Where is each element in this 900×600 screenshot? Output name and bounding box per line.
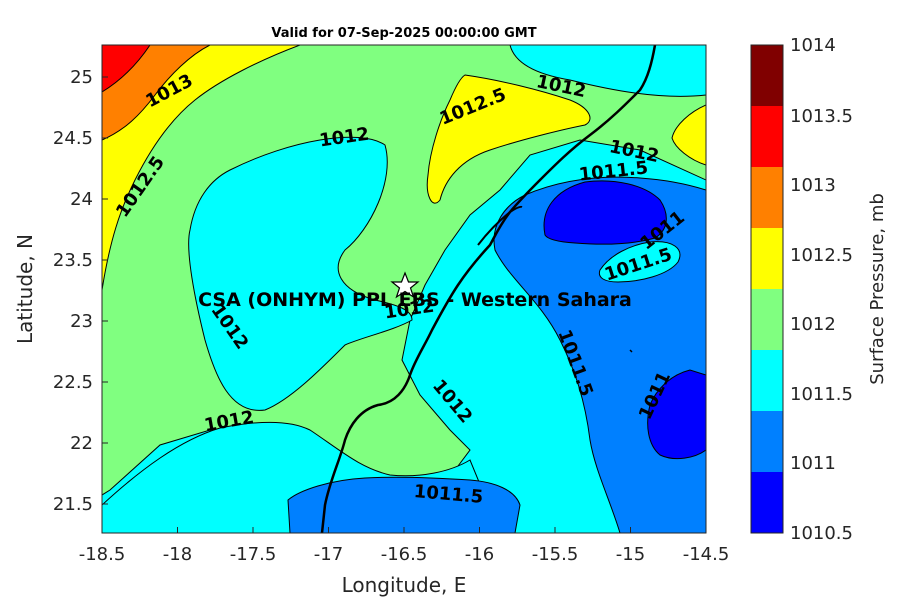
colorbar-swatch <box>751 167 783 228</box>
y-tick-label: 22 <box>70 433 93 454</box>
y-tick-label: 24.5 <box>53 128 93 149</box>
y-tick-label: 23.5 <box>53 250 93 271</box>
x-tick-label: -14.5 <box>683 544 730 565</box>
colorbar-swatch <box>751 45 783 106</box>
coastline <box>320 45 657 533</box>
band-1011.5-1012-west <box>188 136 413 411</box>
star-icon <box>390 271 420 299</box>
colorbar-swatch <box>751 472 783 533</box>
y-tick-label: 23 <box>70 311 93 332</box>
band-1012.5-1013-northwest <box>102 45 301 291</box>
x-axis-label: Longitude, E <box>342 573 467 597</box>
x-tick-label: -15.5 <box>532 544 579 565</box>
x-tick-label: -17 <box>314 544 343 565</box>
band-1013.5-1014 <box>102 45 151 93</box>
colorbar-swatch <box>751 228 783 289</box>
y-tick-label: 22.5 <box>53 372 93 393</box>
colorbar-tick-label: 1012 <box>790 314 836 335</box>
x-tick-label: -17.5 <box>230 544 277 565</box>
colorbar-tick-label: 1010.5 <box>790 523 853 544</box>
colorbar: 1014 1013.5 1013 1012.5 1012 1011.5 1011… <box>750 35 888 544</box>
band-1010.5-1011-north <box>543 180 667 245</box>
y-tick-label: 21.5 <box>53 494 93 515</box>
x-tick-label: -18.5 <box>79 544 126 565</box>
band-1012.5-1013-east <box>671 104 706 166</box>
colorbar-tick-label: 1013 <box>790 175 836 196</box>
colorbar-tick-label: 1011.5 <box>790 384 853 405</box>
y-axis-label: Latitude, N <box>13 234 37 344</box>
y-tick-label: 24 <box>70 189 93 210</box>
band-1010.5-1011-south <box>647 369 706 460</box>
coastline-inlet <box>477 205 523 246</box>
colorbar-swatch <box>751 106 783 167</box>
y-tick-label: 25 <box>70 67 93 88</box>
x-tick-label: -16 <box>465 544 494 565</box>
band-1011-1011.5-south <box>287 476 521 533</box>
band-1012.5-1013-north <box>426 74 591 204</box>
x-tick-label: -18 <box>163 544 192 565</box>
band-1011.5-1012-east-patch <box>598 241 681 283</box>
colorbar-swatch <box>751 289 783 350</box>
x-tick-label: -15 <box>616 544 645 565</box>
band-1011.5-1012-northeast <box>509 45 706 97</box>
colorbar-swatch <box>751 411 783 472</box>
colorbar-frame <box>750 44 784 534</box>
map-area: 1013 1012.5 1012 1012 1012.5 1012 1012 1… <box>102 45 706 533</box>
x-tick-label: -16.5 <box>381 544 428 565</box>
colorbar-label: Surface Pressure, mb <box>867 193 888 385</box>
colorbar-tick-label: 1014 <box>790 35 836 56</box>
site-label: CSA (ONHYM) PPL EBS - Western Sahara <box>198 289 632 311</box>
colorbar-tick-label: 1012.5 <box>790 245 853 266</box>
chart-title: Valid for 07-Sep-2025 00:00:00 GMT <box>271 26 536 41</box>
colorbar-swatch <box>751 350 783 411</box>
border-tick <box>629 349 633 353</box>
y-axis: 25 24.5 24 23.5 23 22.5 22 21.5 Latitude… <box>13 67 108 515</box>
x-axis: -18.5 -18 -17.5 -17 -16.5 -16 -15.5 -15 … <box>79 527 730 597</box>
colorbar-tick-label: 1011 <box>790 453 836 474</box>
colorbar-tick-label: 1013.5 <box>790 106 853 127</box>
